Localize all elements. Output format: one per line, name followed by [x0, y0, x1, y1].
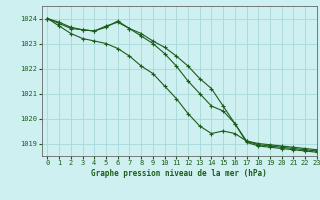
X-axis label: Graphe pression niveau de la mer (hPa): Graphe pression niveau de la mer (hPa) — [91, 169, 267, 178]
